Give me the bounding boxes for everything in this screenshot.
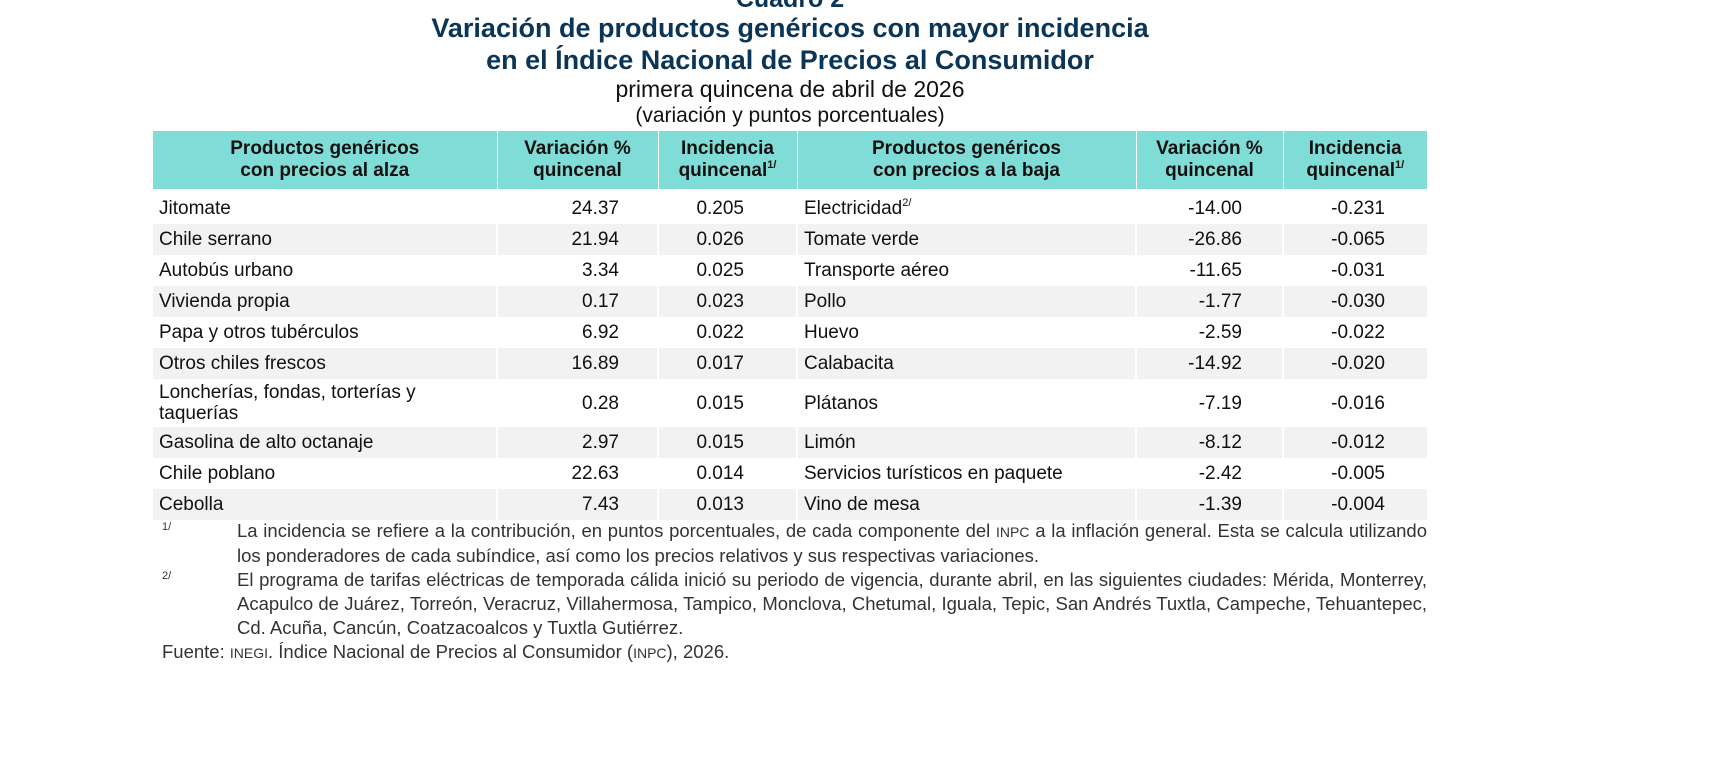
up-product-cell: Vivienda propia (153, 286, 497, 317)
up-variation-cell: 7.43 (496, 489, 658, 520)
up-incidence-cell: 0.205 (657, 189, 797, 224)
table-row: Chile poblano 22.63 0.014 Servicios turísti… (153, 458, 1427, 489)
down-incidence-cell: -0.012 (1282, 427, 1427, 458)
table-row: Cebolla 7.43 0.013 Vino de mesa -1.39 -0.004 (153, 489, 1427, 520)
up-product-cell: Otros chiles frescos (153, 348, 497, 379)
down-variation-cell: -7.19 (1135, 379, 1283, 427)
up-product-cell: Cebolla (153, 489, 497, 520)
down-product-cell: Transporte aéreo (796, 255, 1136, 286)
up-variation-cell: 0.17 (496, 286, 658, 317)
col-down-variation: Variación % quincenal (1135, 131, 1283, 189)
up-variation-cell: 22.63 (496, 458, 658, 489)
down-variation-cell: -11.65 (1135, 255, 1283, 286)
subtitle: primera quincena de abril de 2026 (615, 76, 965, 102)
col-up-product: Productos genéricos con precios al alza (153, 131, 497, 189)
up-incidence-cell: 0.014 (657, 458, 797, 489)
up-variation-cell: 16.89 (496, 348, 658, 379)
up-variation-cell: 0.28 (496, 379, 658, 427)
footnote-1: 1/ La incidencia se refiere a la contrib… (162, 520, 1427, 566)
down-variation-cell: -14.92 (1135, 348, 1283, 379)
up-incidence-cell: 0.013 (657, 489, 797, 520)
down-product-cell: Vino de mesa (796, 489, 1136, 520)
down-incidence-cell: -0.004 (1282, 489, 1427, 520)
down-product-cell: Huevo (796, 317, 1136, 348)
down-product-cell: Electricidad2/ (796, 189, 1136, 224)
down-incidence-cell: -0.016 (1282, 379, 1427, 427)
col-down-product: Productos genéricos con precios a la baja (796, 131, 1136, 189)
col-up-incidence: Incidencia quincenal1/ (657, 131, 797, 189)
down-variation-cell: -1.77 (1135, 286, 1283, 317)
down-variation-cell: -1.39 (1135, 489, 1283, 520)
down-incidence-cell: -0.022 (1282, 317, 1427, 348)
title-line-2: en el Índice Nacional de Precios al Cons… (486, 45, 1094, 75)
table-row: Papa y otros tubérculos 6.92 0.022 Huevo -2.… (153, 317, 1427, 348)
source: Fuente: INEGI. Índice Nacional de Precio… (162, 641, 730, 662)
up-variation-cell: 24.37 (496, 189, 658, 224)
down-product-cell: Servicios turísticos en paquete (796, 458, 1136, 489)
down-variation-cell: -2.59 (1135, 317, 1283, 348)
up-product-cell: Loncherías, fondas, torterías y taquería… (159, 382, 416, 424)
down-incidence-cell: -0.020 (1282, 348, 1427, 379)
down-product-cell: Pollo (796, 286, 1136, 317)
table-row: Chile serrano 21.94 0.026 Tomate verde -26.8… (153, 224, 1427, 255)
table-row: Loncherías, fondas, torterías y taquería… (153, 379, 1427, 427)
table-row: Gasolina de alto octanaje 2.97 0.015 Limón -… (153, 427, 1427, 458)
units: (variación y puntos porcentuales) (635, 104, 945, 127)
down-variation-cell: -2.42 (1135, 458, 1283, 489)
table-row: Otros chiles frescos 16.89 0.017 Calabacita… (153, 348, 1427, 379)
footnotes: 1/ La incidencia se refiere a la contrib… (162, 519, 1427, 665)
table-row: Jitomate 24.37 0.205 Electricidad2/-14.00 -0… (153, 189, 1427, 224)
up-product-cell: Papa y otros tubérculos (159, 322, 359, 343)
up-product-cell: Chile poblano (159, 463, 276, 484)
col-up-variation: Variación % quincenal (496, 131, 658, 189)
down-variation-cell: -14.00 (1135, 189, 1283, 224)
up-product-cell: Jitomate (159, 198, 231, 219)
down-variation-cell: -8.12 (1135, 427, 1283, 458)
header-row: Productos genéricos con precios al alza V… (153, 131, 1427, 189)
col-down-incidence: Incidencia quincenal1/ (1282, 131, 1427, 189)
up-incidence-cell: 0.022 (657, 317, 797, 348)
up-variation-cell: 6.92 (496, 317, 658, 348)
down-variation-cell: -26.86 (1135, 224, 1283, 255)
down-incidence-cell: -0.031 (1282, 255, 1427, 286)
down-product-cell: Tomate verde (796, 224, 1136, 255)
table-row: Vivienda propia 0.17 0.023 Pollo -1.77 -0.030 (153, 286, 1427, 317)
down-incidence-cell: -0.065 (1282, 224, 1427, 255)
up-incidence-cell: 0.025 (657, 255, 797, 286)
up-product-cell: Autobús urbano (159, 260, 294, 281)
up-incidence-cell: 0.023 (657, 286, 797, 317)
down-incidence-cell: -0.231 (1282, 189, 1427, 224)
up-variation-cell: 3.34 (496, 255, 658, 286)
table-number: Cuadro 2 (0, 0, 1580, 12)
up-product-cell: Chile serrano (153, 224, 497, 255)
table-heading: Cuadro 2 Variación de productos genérico… (0, 0, 1580, 128)
incidence-table: Productos genéricos con precios al alza V… (153, 131, 1427, 520)
up-incidence-cell: 0.015 (657, 379, 797, 427)
up-incidence-cell: 0.026 (657, 224, 797, 255)
up-incidence-cell: 0.015 (657, 427, 797, 458)
up-variation-cell: 21.94 (496, 224, 658, 255)
down-product-cell: Plátanos (796, 379, 1136, 427)
up-product-cell: Gasolina de alto octanaje (153, 427, 497, 458)
table-row: Autobús urbano 3.34 0.025 Transporte aéreo -… (153, 255, 1427, 286)
up-variation-cell: 2.97 (496, 427, 658, 458)
up-incidence-cell: 0.017 (657, 348, 797, 379)
title-line-1: Variación de productos genéricos con may… (431, 13, 1149, 43)
footnote-2: 2/ El programa de tarifas eléctricas de … (162, 569, 1427, 638)
down-incidence-cell: -0.005 (1282, 458, 1427, 489)
down-product-cell: Calabacita (796, 348, 1136, 379)
down-product-cell: Limón (796, 427, 1136, 458)
down-incidence-cell: -0.030 (1282, 286, 1427, 317)
